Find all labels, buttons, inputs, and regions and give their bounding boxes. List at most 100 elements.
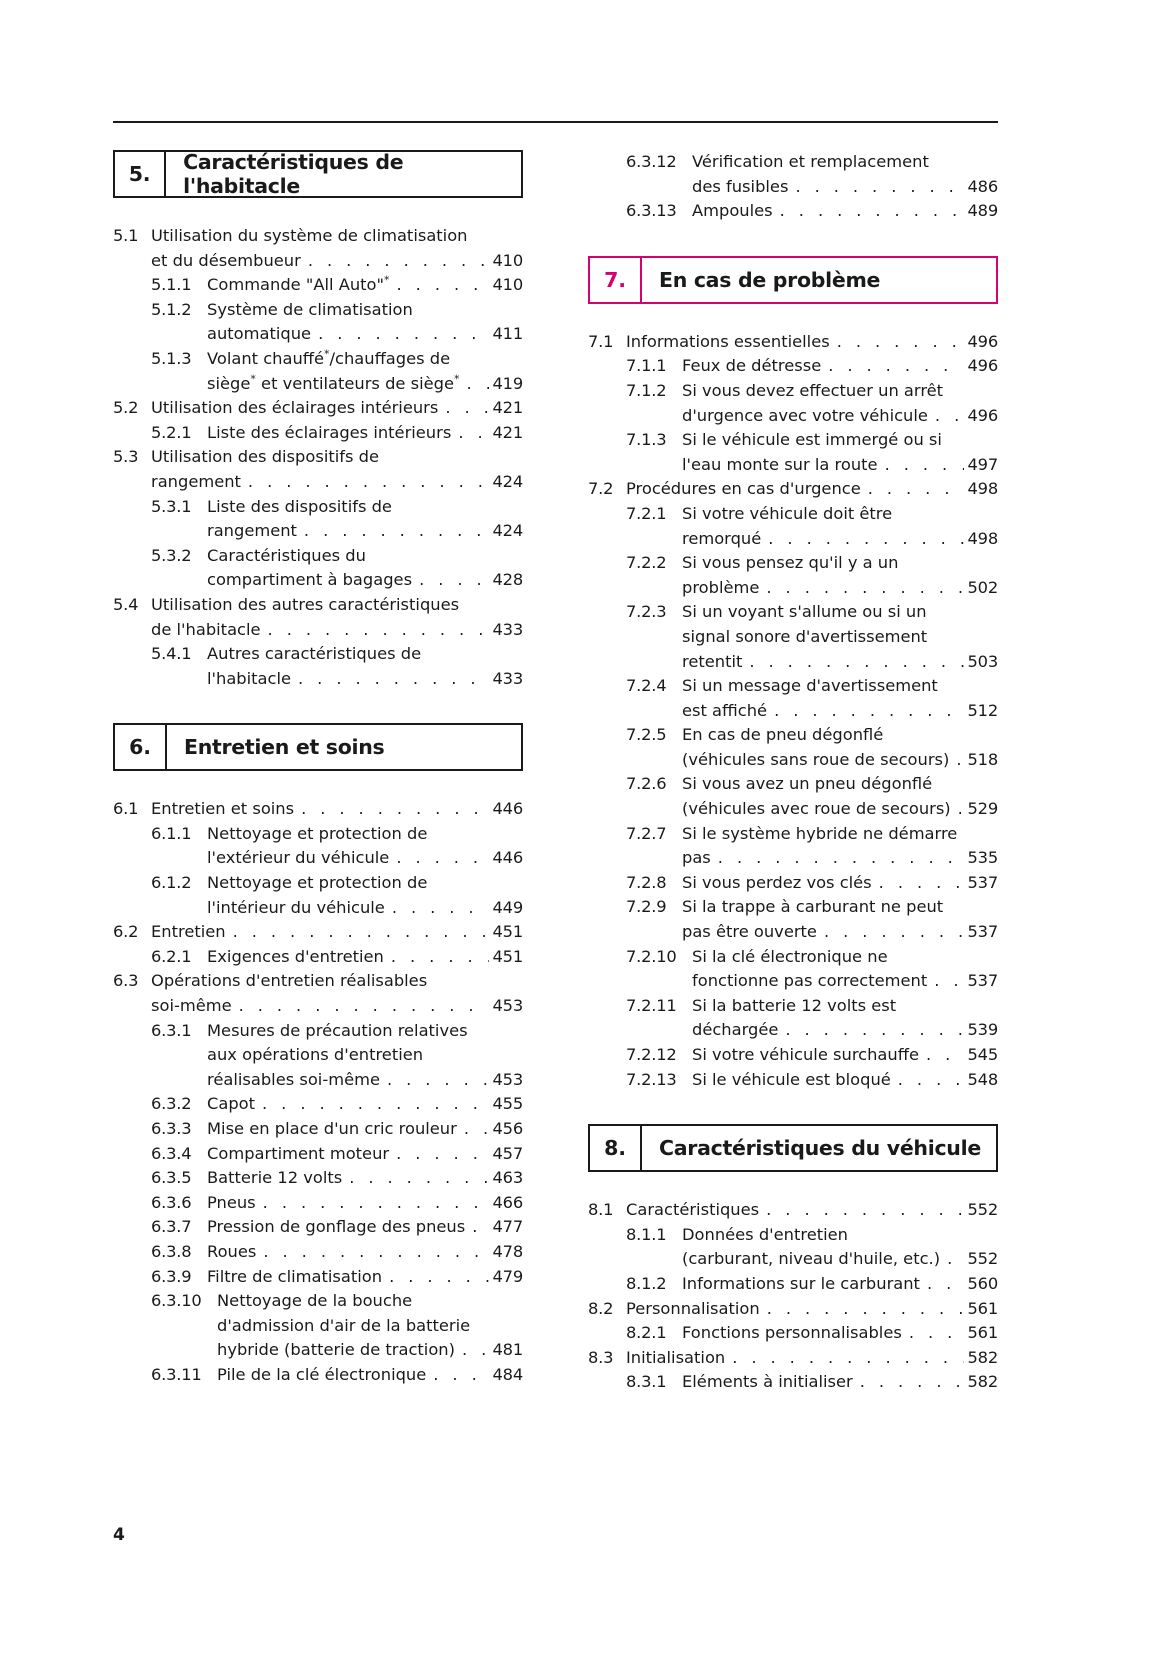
toc-entry-title: Mise en place d'un cric rouleur xyxy=(207,1119,457,1138)
toc-entry-6-3-3[interactable]: 6.3.3 Mise en place d'un cric rouleur . . … xyxy=(113,1117,523,1142)
toc-entry-8-2-1[interactable]: 8.2.1 Fonctions personnalisables . . . . .… xyxy=(588,1321,998,1346)
toc-entry-line: d'admission d'air de la batterie. . . . … xyxy=(217,1314,523,1339)
toc-entry-page: 496 xyxy=(967,356,999,376)
toc-entry-6-3-10[interactable]: 6.3.10 Nettoyage de la bouche . . . . . . … xyxy=(113,1289,523,1363)
toc-entry-7-2-3[interactable]: 7.2.3 Si un voyant s'allume ou si un . . .… xyxy=(588,600,998,674)
toc-entry-7-1-2[interactable]: 7.1.2 Si vous devez effectuer un arrêt . .… xyxy=(588,379,998,428)
toc-entry-last-line: de l'habitacle . . . . . . . . . . . . . … xyxy=(151,618,523,643)
section-toc-list: 6.1 Entretien et soins . . . . . . . . . .… xyxy=(113,797,523,1387)
toc-entry-8-1-1[interactable]: 8.1.1 Données d'entretien . . . . . . . . … xyxy=(588,1223,998,1272)
toc-entry-6-1-1[interactable]: 6.1.1 Nettoyage et protection de . . . . .… xyxy=(113,822,523,871)
toc-entry-6-3-6[interactable]: 6.3.6 Pneus . . . . . . . . . . . . . . . … xyxy=(113,1191,523,1216)
toc-entry-7-2-10[interactable]: 7.2.10 Si la clé électronique ne . . . . .… xyxy=(588,945,998,994)
toc-entry-6-3-5[interactable]: 6.3.5 Batterie 12 volts . . . . . . . . . … xyxy=(113,1166,523,1191)
toc-entry-7-2-5[interactable]: 7.2.5 En cas de pneu dégonflé . . . . . . … xyxy=(588,723,998,772)
section-header-6[interactable]: 6. Entretien et soins xyxy=(113,723,523,772)
toc-entry-body: Si vous avez un pneu dégonflé . . . . . .… xyxy=(682,772,998,821)
toc-entry-5-4-1[interactable]: 5.4.1 Autres caractéristiques de . . . . .… xyxy=(113,642,523,691)
toc-entry-title: l'intérieur du véhicule xyxy=(207,897,385,917)
toc-entry-title: Informations sur le carburant xyxy=(682,1273,920,1293)
toc-entry-7-2-11[interactable]: 7.2.11 Si la batterie 12 volts est . . . .… xyxy=(588,994,998,1043)
toc-entry-6-3[interactable]: 6.3 Opérations d'entretien réalisables . .… xyxy=(113,969,523,1018)
toc-entry-7-2-13[interactable]: 7.2.13 Si le véhicule est bloqué . . . . .… xyxy=(588,1068,998,1093)
toc-entry-6-1[interactable]: 6.1 Entretien et soins . . . . . . . . . .… xyxy=(113,797,523,822)
toc-leader-dots: . . . . . . . . . . . . . . . . . . . . … xyxy=(238,996,489,1016)
toc-leader-dots: . . . . . . . . . . . . . . . . . . . . … xyxy=(779,201,964,221)
toc-entry-7-2-4[interactable]: 7.2.4 Si un message d'avertissement . . . … xyxy=(588,674,998,723)
toc-entry-body: Personnalisation . . . . . . . . . . . . … xyxy=(626,1297,998,1322)
toc-entry-body: Vérification et remplacement . . . . . . … xyxy=(692,150,998,199)
toc-entry-7-2-12[interactable]: 7.2.12 Si votre véhicule surchauffe . . . … xyxy=(588,1043,998,1068)
toc-entry-6-3-2[interactable]: 6.3.2 Capot . . . . . . . . . . . . . . . … xyxy=(113,1092,523,1117)
section-title: Entretien et soins xyxy=(184,735,385,760)
toc-entry-number: 7.1.3 xyxy=(626,430,667,450)
toc-entry-7-2[interactable]: 7.2 Procédures en cas d'urgence . . . . . … xyxy=(588,477,998,502)
toc-leader-dots: . . . . . . . . . . . . . . . . . . . . … xyxy=(934,405,964,425)
toc-entry-6-2[interactable]: 6.2 Entretien . . . . . . . . . . . . . . … xyxy=(113,920,523,945)
toc-entry-line: Si la batterie 12 volts est. . . . . . .… xyxy=(692,994,998,1019)
toc-entry-number: 6.3.9 xyxy=(151,1266,192,1286)
section-header-5[interactable]: 5. Caractéristiques de l'habitacle xyxy=(113,150,523,198)
toc-entry-line: En cas de pneu dégonflé. . . . . . . . .… xyxy=(682,723,998,748)
toc-leader-dots: . . . . . . . . . . . . . . . . . . . . … xyxy=(461,1340,489,1360)
toc-entry-6-3-7[interactable]: 6.3.7 Pression de gonflage des pneus . . .… xyxy=(113,1215,523,1240)
toc-entry-5-4[interactable]: 5.4 Utilisation des autres caractéristiqu… xyxy=(113,593,523,642)
toc-entry-5-3-2[interactable]: 5.3.2 Caractéristiques du . . . . . . . . … xyxy=(113,544,523,593)
toc-entry-number: 5.3 xyxy=(113,447,139,467)
toc-entry-number: 8.2.1 xyxy=(626,1323,667,1343)
toc-entry-6-3-9[interactable]: 6.3.9 Filtre de climatisation . . . . . . … xyxy=(113,1265,523,1290)
toc-entry-6-3-12[interactable]: 6.3.12 Vérification et remplacement . . . … xyxy=(588,150,998,199)
toc-entry-8-3-1[interactable]: 8.3.1 Eléments à initialiser . . . . . . .… xyxy=(588,1370,998,1395)
toc-entry-line: Données d'entretien. . . . . . . . . . .… xyxy=(682,1223,998,1248)
toc-entry-7-2-7[interactable]: 7.2.7 Si le système hybride ne démarre . .… xyxy=(588,822,998,871)
section-header-8[interactable]: 8. Caractéristiques du véhicule xyxy=(588,1124,998,1173)
toc-entry-page: 466 xyxy=(492,1192,524,1212)
toc-entry-title: Nettoyage de la bouche xyxy=(217,1291,413,1311)
section-toc-list: 7.1 Informations essentielles . . . . . . … xyxy=(588,330,998,1092)
toc-entry-page: 561 xyxy=(967,1298,999,1318)
toc-entry-title: Si votre véhicule doit être xyxy=(682,503,893,523)
toc-entry-8-3[interactable]: 8.3 Initialisation . . . . . . . . . . . .… xyxy=(588,1346,998,1371)
toc-leader-dots: . . . . . . . . . . . . . . . . . . . . … xyxy=(298,668,489,688)
toc-entry-line: Si le véhicule est immergé ou si. . . . … xyxy=(682,428,998,453)
toc-leader-dots: . . . . . . . . . . . . . . . . . . . . … xyxy=(897,1069,964,1089)
toc-entry-6-1-2[interactable]: 6.1.2 Nettoyage et protection de . . . . .… xyxy=(113,871,523,920)
toc-entry-7-2-8[interactable]: 7.2.8 Si vous perdez vos clés . . . . . . … xyxy=(588,871,998,896)
toc-entry-last-line: Personnalisation . . . . . . . . . . . . … xyxy=(626,1297,998,1322)
toc-leader-dots: . . . . . . . . . . . . . . . . . . . . … xyxy=(389,1266,488,1286)
toc-entry-6-3-8[interactable]: 6.3.8 Roues . . . . . . . . . . . . . . . … xyxy=(113,1240,523,1265)
toc-entry-7-2-6[interactable]: 7.2.6 Si vous avez un pneu dégonflé . . . … xyxy=(588,772,998,821)
toc-entry-8-1-2[interactable]: 8.1.2 Informations sur le carburant . . . … xyxy=(588,1272,998,1297)
toc-entry-title: hybride (batterie de traction) xyxy=(217,1340,455,1360)
toc-entry-title: (véhicules avec roue de secours) xyxy=(682,799,951,819)
toc-entry-5-2[interactable]: 5.2 Utilisation des éclairages intérieurs… xyxy=(113,396,523,421)
toc-entry-6-3-4[interactable]: 6.3.4 Compartiment moteur . . . . . . . . … xyxy=(113,1142,523,1167)
toc-entry-6-3-11[interactable]: 6.3.11 Pile de la clé électronique . . . .… xyxy=(113,1363,523,1388)
toc-entry-5-1-1[interactable]: 5.1.1 Commande "All Auto"* . . . . . . . .… xyxy=(113,273,523,298)
toc-entry-6-3-13[interactable]: 6.3.13 Ampoules . . . . . . . . . . . . . … xyxy=(588,199,998,224)
toc-entry-5-1-2[interactable]: 5.1.2 Système de climatisation . . . . . .… xyxy=(113,298,523,347)
section-header-7[interactable]: 7. En cas de problème xyxy=(588,255,998,304)
toc-entry-6-2-1[interactable]: 6.2.1 Exigences d'entretien . . . . . . . … xyxy=(113,945,523,970)
toc-entry-7-2-1[interactable]: 7.2.1 Si votre véhicule doit être . . . . … xyxy=(588,502,998,551)
toc-entry-7-2-9[interactable]: 7.2.9 Si la trappe à carburant ne peut . .… xyxy=(588,895,998,944)
toc-entry-6-3-1[interactable]: 6.3.1 Mesures de précaution relatives . . … xyxy=(113,1019,523,1093)
toc-entry-title: soi-même xyxy=(151,996,232,1016)
toc-entry-last-line: l'eau monte sur la route . . . . . . . . … xyxy=(682,453,998,478)
toc-entry-5-3-1[interactable]: 5.3.1 Liste des dispositifs de . . . . . .… xyxy=(113,495,523,544)
toc-entry-7-2-2[interactable]: 7.2.2 Si vous pensez qu'il y a un . . . . … xyxy=(588,551,998,600)
toc-entry-number: 7.2.3 xyxy=(626,602,667,622)
toc-entry-page: 582 xyxy=(967,1347,999,1367)
toc-entry-5-1-3[interactable]: 5.1.3 Volant chauffé*/chauffages de . . . … xyxy=(113,347,523,396)
toc-entry-number: 7.2.6 xyxy=(626,774,667,794)
toc-entry-5-1[interactable]: 5.1 Utilisation du système de climatisati… xyxy=(113,224,523,273)
toc-entry-last-line: Liste des éclairages intérieurs . . . . .… xyxy=(207,421,523,446)
toc-entry-7-1-1[interactable]: 7.1.1 Feux de détresse . . . . . . . . . .… xyxy=(588,354,998,379)
toc-entry-5-3[interactable]: 5.3 Utilisation des dispositifs de . . . .… xyxy=(113,445,523,494)
toc-entry-5-2-1[interactable]: 5.2.1 Liste des éclairages intérieurs . . … xyxy=(113,421,523,446)
toc-entry-8-2[interactable]: 8.2 Personnalisation . . . . . . . . . . .… xyxy=(588,1297,998,1322)
toc-entry-7-1-3[interactable]: 7.1.3 Si le véhicule est immergé ou si . .… xyxy=(588,428,998,477)
toc-entry-7-1[interactable]: 7.1 Informations essentielles . . . . . . … xyxy=(588,330,998,355)
toc-entry-8-1[interactable]: 8.1 Caractéristiques . . . . . . . . . . .… xyxy=(588,1198,998,1223)
